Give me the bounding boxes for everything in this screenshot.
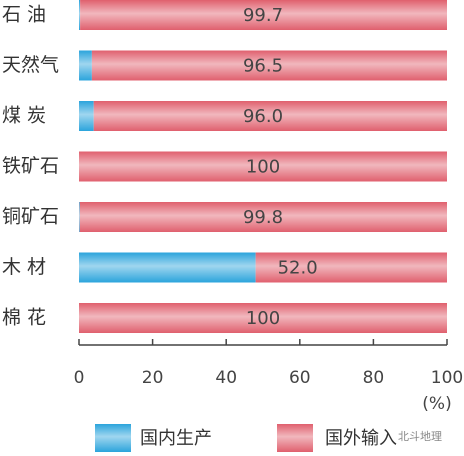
legend-label: 国外输入 [325, 428, 397, 449]
legend-shine [95, 424, 131, 452]
bar-shine [79, 50, 447, 81]
category-label: 石 油 [2, 4, 46, 26]
value-label: 100 [246, 157, 280, 178]
bar-shine [79, 101, 447, 131]
value-label: 99.8 [243, 207, 283, 228]
x-axis-label: (%) [422, 394, 451, 414]
category-label: 木 材 [2, 256, 46, 278]
category-label: 铜矿石 [2, 206, 59, 228]
value-label: 100 [246, 308, 280, 329]
bar-shine [79, 252, 447, 283]
value-label: 52.0 [278, 258, 318, 279]
bar-shine [79, 0, 447, 30]
x-tick-label: 80 [363, 368, 385, 388]
category-label: 天然气 [2, 54, 59, 76]
x-tick-label: 40 [215, 368, 237, 388]
bar-shine [79, 303, 447, 333]
watermark: 北斗地理 [398, 430, 442, 443]
x-tick-label: 0 [74, 368, 85, 388]
legend-shine [277, 424, 313, 452]
bar-shine [79, 202, 447, 232]
x-tick-label: 20 [142, 368, 164, 388]
value-label: 96.5 [243, 56, 283, 77]
value-label: 99.7 [243, 5, 283, 26]
category-label: 棉 花 [2, 307, 46, 329]
x-tick-label: 100 [431, 368, 463, 388]
category-label: 铁矿石 [2, 155, 59, 177]
x-tick-label: 60 [289, 368, 311, 388]
legend-label: 国内生产 [140, 428, 212, 449]
bar-shine [79, 151, 447, 182]
category-label: 煤 炭 [2, 105, 46, 127]
value-label: 96.0 [243, 106, 283, 127]
